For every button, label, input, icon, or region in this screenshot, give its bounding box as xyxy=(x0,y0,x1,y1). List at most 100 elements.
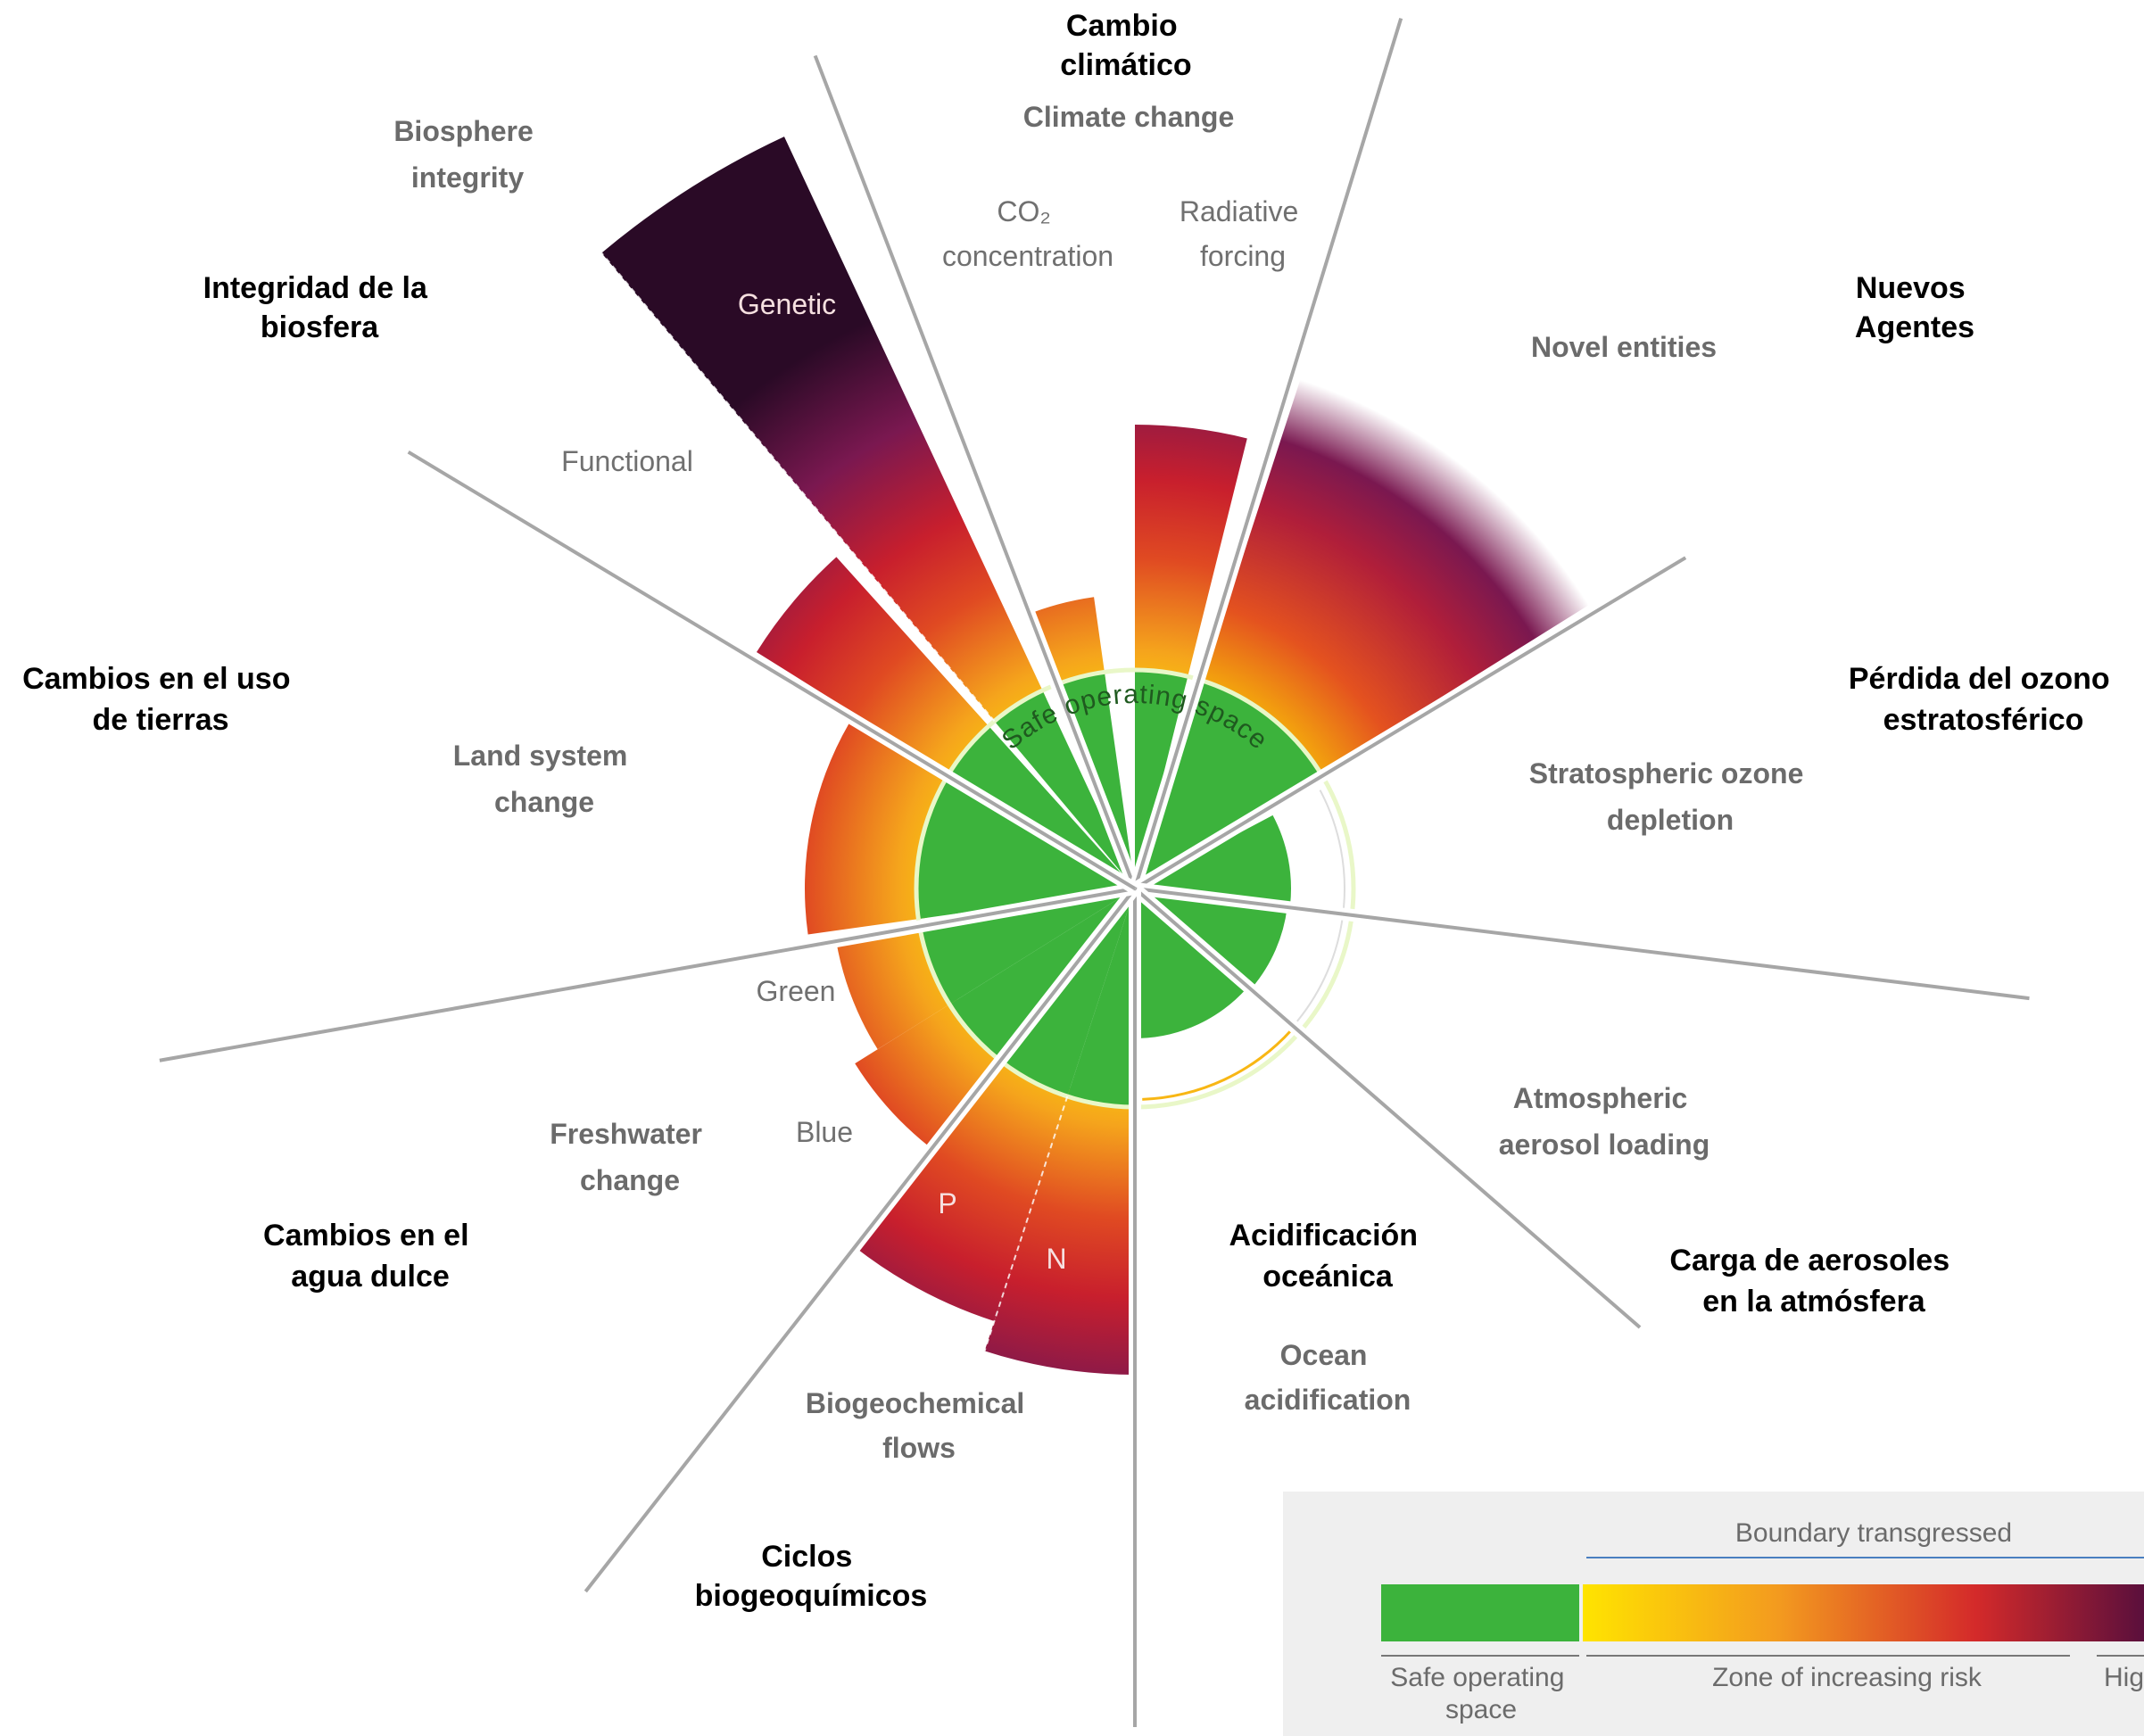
legend-safe-label-line2: space xyxy=(1445,1695,1517,1724)
label-n: N xyxy=(1046,1243,1066,1275)
label-climate-en-line1: Climate change xyxy=(1023,101,1235,133)
legend-safe-label-line1: Safe operating xyxy=(1390,1663,1564,1692)
label-biosphere-en-line1: Biosphere xyxy=(393,115,533,147)
axis-line-1 xyxy=(1133,17,1403,889)
axis-line-6 xyxy=(584,887,1137,1593)
safe-slice-biosphere-functional xyxy=(949,725,1135,889)
axis-line-2 xyxy=(1133,556,1687,890)
label-functional: Functional xyxy=(561,445,693,477)
label-freshwater-es: Cambios en el agua dulce xyxy=(263,1219,477,1294)
safe-slice-novel-entities xyxy=(1135,680,1320,889)
label-ocean-es-line2: oceánica xyxy=(1262,1260,1394,1294)
label-green: Green xyxy=(757,975,836,1007)
axis-line-8 xyxy=(407,450,1137,890)
label-land-es: Cambios en el uso de tierras xyxy=(22,662,299,737)
label-genetic: Genetic xyxy=(738,288,836,320)
label-radiative-line1: Radiative xyxy=(1180,195,1298,227)
label-novel-es-line2: Agentes xyxy=(1855,310,1974,344)
legend-top-label: Boundary transgressed xyxy=(1735,1518,2012,1548)
label-freshwater-es-line1: Cambios en el xyxy=(263,1219,469,1252)
label-novel-en: Novel entities xyxy=(1531,331,1717,363)
legend-safe-swatch xyxy=(1381,1584,1579,1641)
label-aerosol-es: Carga de aerosoles en la atmósfera xyxy=(1669,1244,1958,1319)
label-biosphere-es-line2: biosfera xyxy=(261,310,379,344)
label-biogeo-es: Ciclos biogeoquímicos xyxy=(695,1540,928,1613)
wedge-biosphere-genetic xyxy=(601,136,1047,728)
label-biosphere-es: Integridad de la biosfera xyxy=(203,271,436,344)
label-climate-es-line2: climático xyxy=(1060,48,1191,82)
category-axes xyxy=(158,16,2031,1727)
label-climate-en: Climate change xyxy=(1023,101,1235,133)
label-radiative: Radiative forcing xyxy=(1180,195,1306,272)
axis-line-3 xyxy=(1134,887,2030,1001)
label-ocean-es-line1: Acidificación xyxy=(1229,1219,1418,1252)
label-climate-es: Cambio climático xyxy=(1060,9,1191,82)
label-land-en-line2: change xyxy=(494,786,594,818)
label-biosphere-es-line1: Integridad de la xyxy=(203,271,428,305)
axis-line-0 xyxy=(813,54,1137,889)
label-ozone-en-line2: depletion xyxy=(1607,804,1734,836)
label-ocean-en-line1: Ocean xyxy=(1280,1339,1368,1371)
label-novel-es-line1: Nuevos xyxy=(1856,271,1966,305)
label-biogeo-en-line2: flows xyxy=(882,1432,956,1464)
label-aerosol-es-line1: Carga de aerosoles xyxy=(1669,1244,1949,1277)
wedge-climate-radiative xyxy=(1135,425,1247,685)
wedge-ozone xyxy=(1319,789,1345,911)
label-aerosol-en-line1: Atmospheric xyxy=(1513,1082,1688,1114)
legend: Boundary transgressed Safe operating spa… xyxy=(1283,1492,2144,1736)
label-co2-line1: CO₂ xyxy=(997,195,1050,227)
safe-operating-space xyxy=(914,667,1356,1110)
label-novel-en-line1: Novel entities xyxy=(1531,331,1717,363)
legend-high-label: Hig xyxy=(2104,1663,2144,1692)
wedge-novel-entities xyxy=(1199,379,1589,778)
safe-slice-land-system xyxy=(915,779,1135,920)
wedge-biogeochemical-n xyxy=(984,1087,1135,1375)
axis-line-7 xyxy=(159,887,1136,1062)
label-aerosol-en: Atmospheric aerosol loading xyxy=(1499,1082,1709,1161)
wedge-freshwater-blue xyxy=(855,999,1004,1145)
safe-slice-freshwater-blue xyxy=(949,889,1135,1059)
label-ocean-en-line2: acidification xyxy=(1245,1384,1411,1416)
label-blue: Blue xyxy=(796,1116,853,1148)
label-ozone-es-line2: estratosférico xyxy=(1883,703,2084,737)
label-aerosol-es-line2: en la atmósfera xyxy=(1702,1285,1926,1319)
label-land-es-line1: Cambios en el uso xyxy=(22,662,290,696)
label-freshwater-en-line2: change xyxy=(580,1164,680,1196)
label-biogeo-en-line1: Biogeochemical xyxy=(806,1387,1024,1419)
safe-slice-aerosol xyxy=(1135,889,1287,988)
label-ozone-es-line1: Pérdida del ozono xyxy=(1849,662,2110,696)
label-aerosol-en-line2: aerosol loading xyxy=(1499,1128,1709,1161)
label-land-en-line1: Land system xyxy=(453,740,628,772)
axis-line-4 xyxy=(1133,887,1642,1329)
wedge-climate-co2 xyxy=(1024,597,1106,695)
wedge-biosphere-functional xyxy=(756,557,995,778)
label-p: P xyxy=(938,1187,956,1219)
sub-divider-1 xyxy=(983,1095,1069,1352)
label-biosphere-en-line2: integrity xyxy=(411,161,524,194)
label-radiative-line2: forcing xyxy=(1200,240,1286,272)
legend-risk-swatch xyxy=(1583,1584,2144,1641)
label-climate-es-line1: Cambio xyxy=(1066,9,1178,43)
label-land-es-line2: de tierras xyxy=(92,703,228,737)
label-freshwater-en-line1: Freshwater xyxy=(550,1118,702,1150)
label-biogeo-es-line2: biogeoquímicos xyxy=(695,1579,928,1613)
label-co2-line2: concentration xyxy=(942,240,1113,272)
safe-slice-ozone xyxy=(1135,814,1291,905)
label-biosphere-en: Biosphere integrity xyxy=(393,115,541,194)
safe-slice-biosphere-genetic xyxy=(994,690,1135,889)
label-co2: CO₂ concentration xyxy=(942,195,1113,272)
safe-slice-biogeochemical-n xyxy=(1067,889,1135,1107)
sub-divider-0 xyxy=(600,252,996,722)
label-biogeo-en: Biogeochemical flows xyxy=(806,1387,1032,1464)
label-novel-es: Nuevos Agentes xyxy=(1855,271,1974,344)
label-ozone-en: Stratospheric ozone depletion xyxy=(1529,757,1812,836)
label-ozone-es: Pérdida del ozono estratosférico xyxy=(1849,662,2118,737)
legend-safe-label: Safe operating space xyxy=(1390,1663,1572,1724)
safe-slice-ocean-acidification xyxy=(1135,889,1246,1038)
legend-risk-label: Zone of increasing risk xyxy=(1712,1663,1983,1692)
label-land-en: Land system change xyxy=(453,740,636,818)
label-freshwater-es-line2: agua dulce xyxy=(291,1260,450,1294)
label-ocean-es: Acidificación oceánica xyxy=(1229,1219,1426,1294)
label-freshwater-en: Freshwater change xyxy=(550,1118,710,1196)
